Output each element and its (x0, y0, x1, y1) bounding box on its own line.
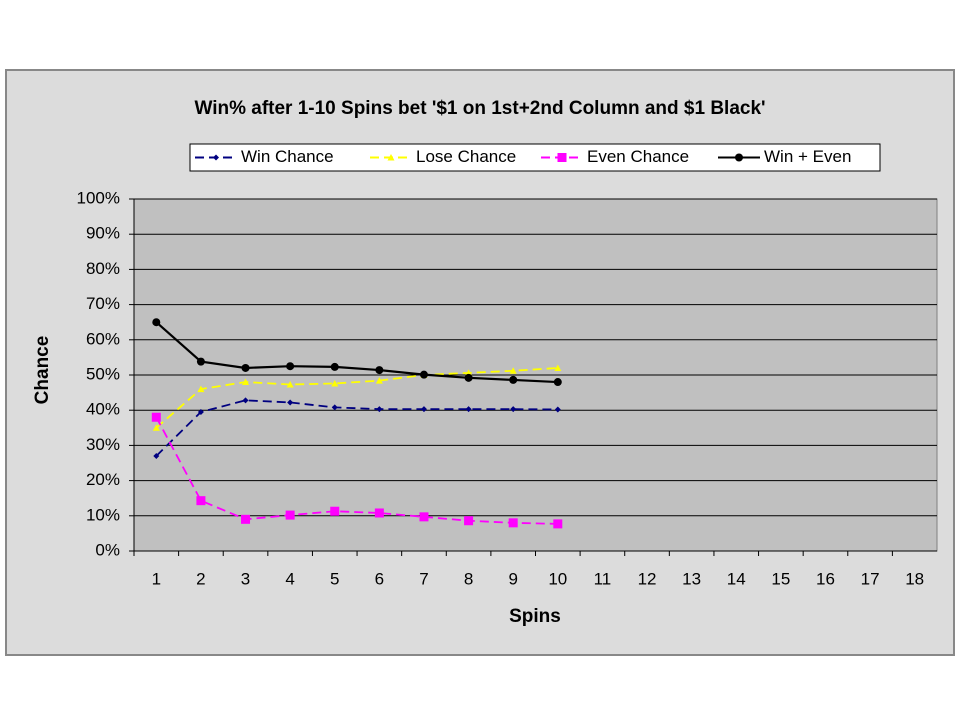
x-tick-label: 6 (375, 569, 384, 588)
data-point (197, 408, 204, 415)
x-tick-label: 14 (727, 569, 746, 588)
data-point (554, 406, 561, 413)
data-point (465, 406, 472, 413)
chart-title: Win% after 1-10 Spins bet '$1 on 1st+2nd… (194, 98, 765, 119)
y-tick-label: 40% (86, 400, 120, 419)
data-point (331, 404, 338, 411)
data-point (419, 512, 429, 522)
data-point (286, 381, 294, 388)
y-tick-label: 10% (86, 505, 120, 524)
data-point (152, 318, 161, 327)
x-tick-label: 12 (638, 569, 657, 588)
legend-label: Win + Even (764, 147, 851, 166)
data-point (241, 514, 251, 524)
legend-marker (735, 153, 743, 162)
data-point (152, 424, 160, 431)
x-tick-label: 17 (861, 569, 880, 588)
data-point (419, 370, 428, 379)
x-tick-label: 2 (196, 569, 205, 588)
data-point (241, 363, 250, 372)
y-tick-label: 100% (77, 188, 120, 207)
data-point (554, 364, 562, 371)
data-point (376, 406, 383, 413)
data-point (464, 373, 473, 382)
series-line (155, 399, 558, 457)
x-tick-label: 3 (241, 569, 250, 588)
x-tick-label: 15 (771, 569, 790, 588)
data-point (553, 378, 562, 387)
legend-label: Win Chance (241, 147, 334, 166)
y-tick-label: 60% (86, 329, 120, 348)
x-axis-title: Spins (509, 606, 561, 627)
data-point (374, 508, 384, 518)
data-point (151, 412, 161, 422)
x-tick-label: 10 (548, 569, 567, 588)
data-point (285, 510, 295, 520)
data-point (553, 519, 563, 529)
y-tick-label: 90% (86, 224, 120, 243)
data-point (508, 518, 518, 528)
y-tick-label: 70% (86, 294, 120, 313)
data-point (420, 406, 427, 413)
x-tick-label: 5 (330, 569, 339, 588)
y-tick-label: 20% (86, 470, 120, 489)
y-tick-label: 50% (86, 364, 120, 383)
data-point (509, 367, 517, 374)
data-point (375, 377, 383, 384)
data-point (464, 516, 474, 526)
data-point (196, 357, 205, 366)
x-tick-label: 13 (682, 569, 701, 588)
data-point (196, 496, 206, 506)
x-tick-label: 4 (285, 569, 294, 588)
series-line (155, 321, 558, 384)
series-line (155, 367, 558, 429)
data-point (510, 406, 517, 413)
data-point (287, 399, 294, 406)
x-tick-label: 8 (464, 569, 473, 588)
x-tick-label: 7 (419, 569, 428, 588)
data-point (330, 506, 340, 516)
series-line (155, 416, 558, 525)
data-point (197, 385, 205, 393)
legend-label: Even Chance (587, 147, 689, 166)
data-point (330, 362, 339, 371)
x-tick-label: 16 (816, 569, 835, 588)
data-point (331, 379, 339, 387)
x-tick-label: 1 (152, 569, 161, 588)
x-tick-label: 18 (905, 569, 924, 588)
legend-marker (387, 154, 395, 161)
y-tick-label: 30% (86, 435, 120, 454)
y-tick-label: 0% (95, 540, 120, 559)
data-point (286, 362, 295, 371)
y-axis-title: Chance (32, 336, 53, 405)
x-tick-label: 9 (508, 569, 517, 588)
data-point (509, 375, 518, 384)
legend (189, 143, 881, 172)
data-point (242, 378, 250, 386)
legend-marker (557, 153, 567, 162)
y-tick-label: 80% (86, 259, 120, 278)
data-point (375, 366, 384, 375)
data-point (242, 397, 249, 404)
x-tick-label: 11 (594, 569, 612, 588)
data-point (153, 452, 160, 459)
legend-label: Lose Chance (416, 147, 516, 166)
legend-marker (213, 154, 219, 161)
